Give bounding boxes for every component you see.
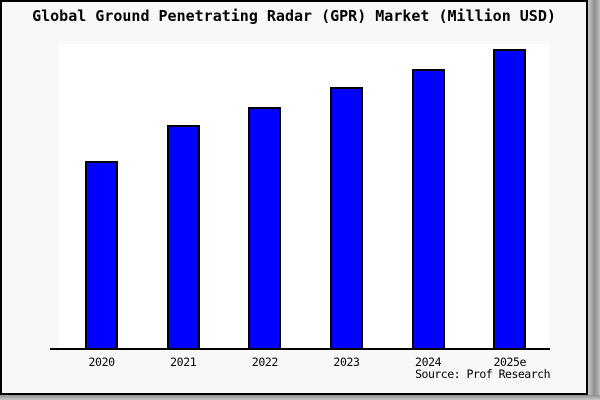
bar-2025e bbox=[493, 49, 527, 350]
bar-2020 bbox=[85, 161, 119, 350]
x-tick-label-2023: 2023 bbox=[333, 355, 360, 369]
x-tick-label-2020: 2020 bbox=[88, 355, 116, 369]
panel-shadow-bottom bbox=[0, 395, 600, 400]
x-tick-label-2024: 2024 bbox=[415, 355, 442, 369]
bar-2023 bbox=[329, 87, 363, 350]
x-tick-label-2022: 2022 bbox=[251, 355, 279, 369]
source-credit: Source: Prof Research bbox=[415, 367, 550, 381]
plot-area bbox=[58, 44, 550, 350]
x-tick-label-2021: 2021 bbox=[170, 355, 197, 369]
panel-shadow-right bbox=[588, 0, 600, 400]
bar-2022 bbox=[248, 107, 282, 350]
x-tick-label-2025e: 2025e bbox=[493, 355, 527, 369]
bar-2021 bbox=[166, 125, 200, 350]
chart-title: Global Ground Penetrating Radar (GPR) Ma… bbox=[32, 7, 556, 25]
bar-2024 bbox=[411, 69, 445, 350]
x-axis-line bbox=[50, 348, 550, 350]
